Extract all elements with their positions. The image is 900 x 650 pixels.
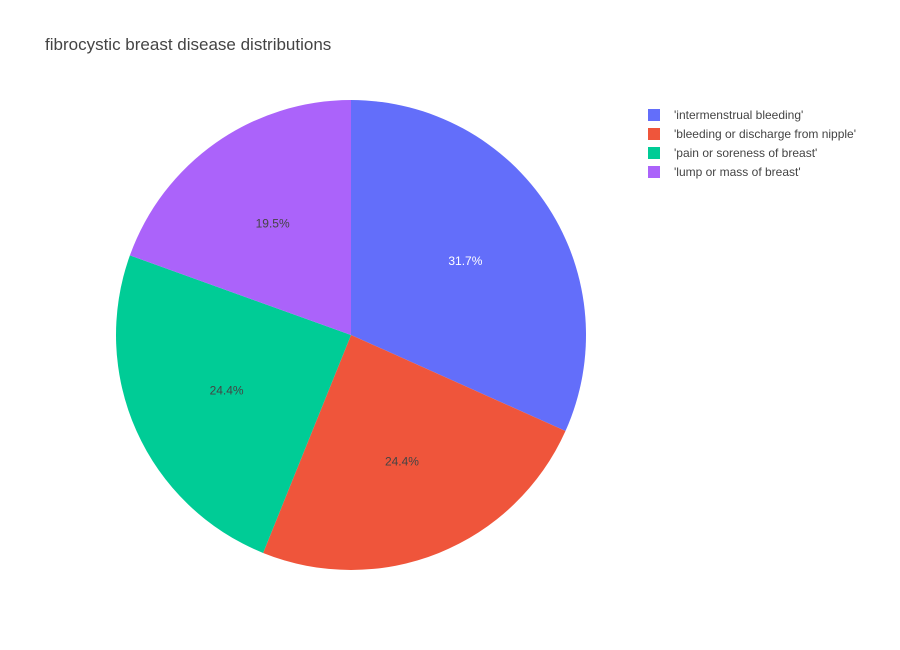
legend-item[interactable]: 'bleeding or discharge from nipple' [648,127,856,141]
pie-slice-label: 24.4% [210,384,244,398]
pie-slice-labels: 31.7% 24.4% 24.4% 19.5% [210,216,483,468]
pie-slice-label: 19.5% [256,216,290,230]
pie-slice[interactable] [351,100,587,432]
legend-swatch [648,109,660,121]
pie-slice[interactable] [129,100,351,335]
legend-swatch [648,166,660,178]
legend-swatch [648,147,660,159]
legend-label: 'intermenstrual bleeding' [674,108,803,122]
legend: 'intermenstrual bleeding' 'bleeding or d… [648,108,856,179]
pie-slice[interactable] [263,335,566,570]
legend-swatch [648,128,660,140]
legend-label: 'bleeding or discharge from nipple' [674,127,856,141]
legend-label: 'lump or mass of breast' [674,165,801,179]
legend-item[interactable]: 'lump or mass of breast' [648,165,801,179]
chart-title: fibrocystic breast disease distributions [45,35,331,54]
legend-label: 'pain or soreness of breast' [674,146,817,160]
pie-slices [116,100,587,570]
pie-slice-label: 31.7% [448,254,482,268]
legend-item[interactable]: 'pain or soreness of breast' [648,146,817,160]
pie-slice-label: 24.4% [385,454,419,468]
legend-item[interactable]: 'intermenstrual bleeding' [648,108,803,122]
pie-slice[interactable] [116,255,351,553]
